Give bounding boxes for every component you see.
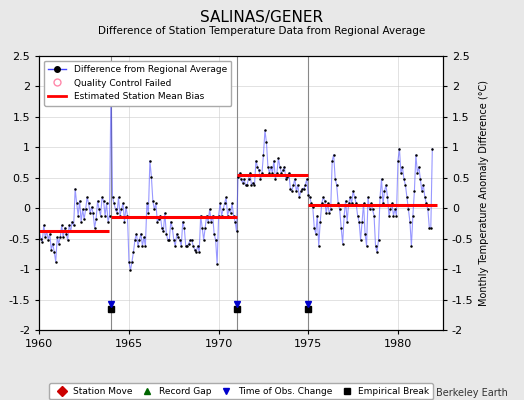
Legend: Station Move, Record Gap, Time of Obs. Change, Empirical Break: Station Move, Record Gap, Time of Obs. C…: [49, 383, 433, 400]
Text: SALINAS/GENER: SALINAS/GENER: [201, 10, 323, 25]
Text: Difference of Station Temperature Data from Regional Average: Difference of Station Temperature Data f…: [99, 26, 425, 36]
Y-axis label: Monthly Temperature Anomaly Difference (°C): Monthly Temperature Anomaly Difference (…: [479, 80, 489, 306]
Text: Berkeley Earth: Berkeley Earth: [436, 388, 508, 398]
